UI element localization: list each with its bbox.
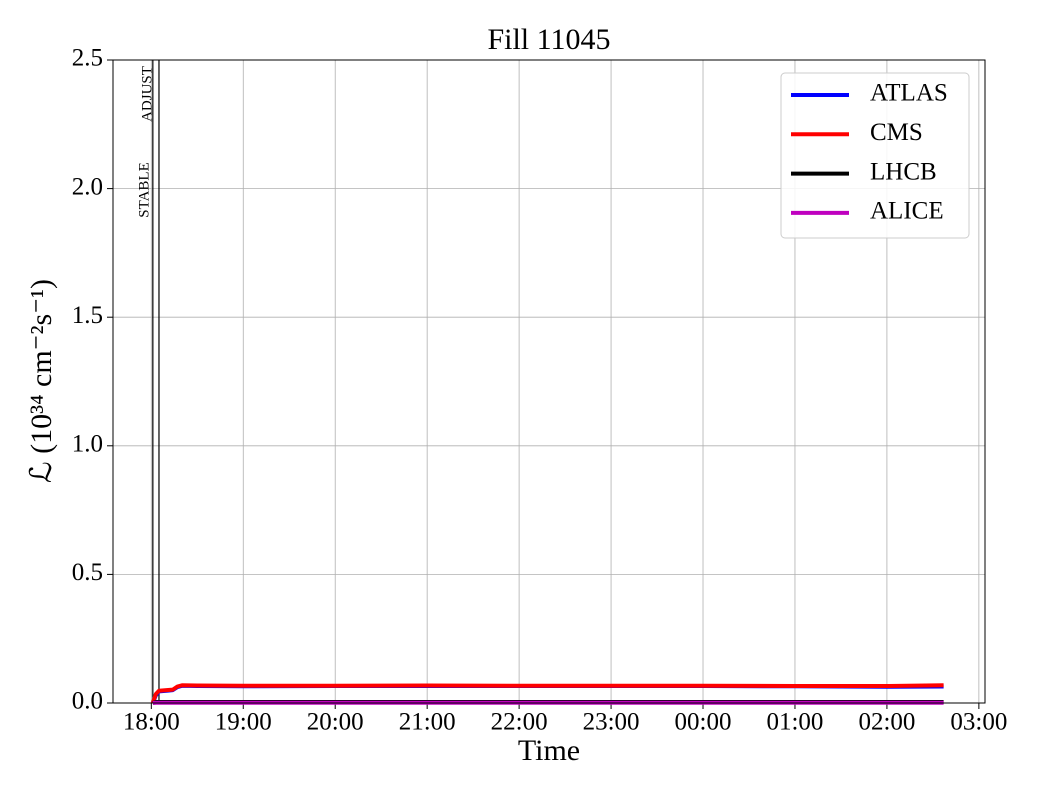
- legend-label: LHCB: [870, 158, 937, 185]
- x-tick-label: 22:00: [491, 709, 548, 736]
- chart-title: Fill 11045: [487, 23, 610, 56]
- legend-label: ALICE: [870, 198, 944, 225]
- plot-frame: [112, 59, 986, 704]
- x-tick-label: 03:00: [950, 709, 1007, 736]
- series-line: [150, 683, 944, 704]
- x-tick-label: 20:00: [307, 709, 364, 736]
- x-tick-label: 18:00: [123, 709, 180, 736]
- x-tick-label: 00:00: [675, 709, 732, 736]
- x-axis-label: Time: [518, 734, 580, 767]
- x-tick-label: 01:00: [766, 709, 823, 736]
- annotation-label: ADJUST: [139, 66, 155, 122]
- legend-label: CMS: [870, 119, 923, 146]
- x-tick-label: 23:00: [583, 709, 640, 736]
- x-tick-label: 21:00: [399, 709, 456, 736]
- y-tick-label: 1.5: [72, 302, 103, 329]
- y-tick-label: 2.0: [72, 173, 103, 200]
- y-tick-label: 0.5: [72, 559, 103, 586]
- x-tick-label: 02:00: [858, 709, 915, 736]
- y-tick-label: 1.0: [72, 431, 103, 458]
- annotation-label: STABLE: [136, 162, 152, 217]
- x-tick-label: 19:00: [215, 709, 272, 736]
- y-tick-label: 0.0: [72, 688, 103, 715]
- legend-label: ATLAS: [870, 80, 948, 107]
- y-tick-label: 2.5: [72, 45, 103, 72]
- legend-box: [780, 72, 970, 239]
- y-axis-label: ℒ (10³⁴ cm⁻²s⁻¹): [25, 279, 58, 483]
